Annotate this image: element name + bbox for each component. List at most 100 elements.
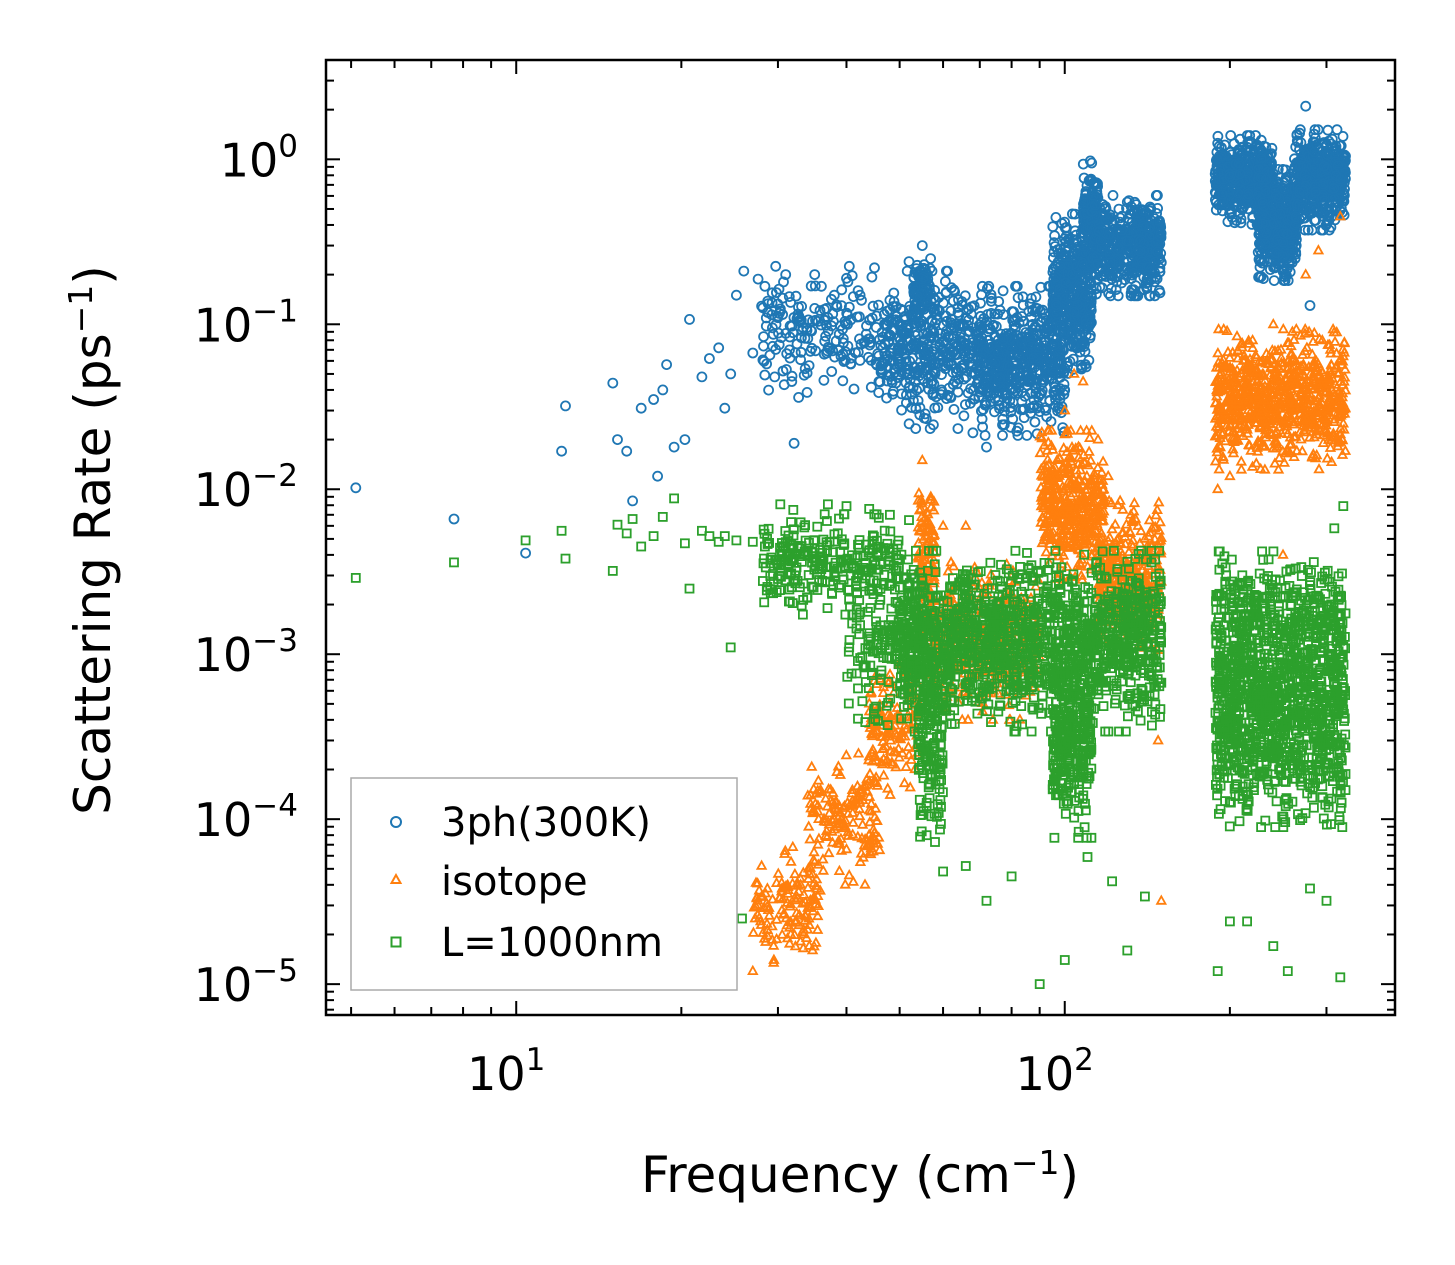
data-point [949,376,961,388]
data-point [864,314,875,326]
data-point [843,260,855,272]
data-point [837,333,849,345]
data-point [777,292,789,304]
data-point [657,384,669,396]
data-point [790,290,802,302]
data-point [975,352,987,364]
data-point [987,320,999,332]
data-point [918,271,929,283]
data-point [976,323,988,335]
data-point [1029,416,1041,428]
data-point [964,357,976,369]
points-layer [350,100,1352,989]
data-point [805,280,817,292]
data-point [885,330,897,342]
data-point [788,437,800,449]
data-point [1035,281,1047,293]
data-point [843,301,855,313]
data-point [980,399,992,411]
data-point [891,310,903,322]
data-point [897,305,909,317]
data-point [978,379,990,391]
data-point [1025,311,1037,323]
data-point [854,311,865,323]
data-point [958,318,969,330]
data-point [995,382,1006,394]
data-point [747,347,759,359]
data-point [914,402,926,414]
data-point [830,335,842,347]
data-point [826,320,837,332]
data-point [831,299,842,311]
data-point [958,347,970,359]
data-point [668,441,680,453]
data-point [934,349,946,360]
data-point [997,334,1009,346]
data-point [913,302,925,314]
data-point [635,402,647,414]
data-point [770,343,782,355]
data-point [758,355,770,367]
data-point [974,321,986,333]
data-point [954,331,966,343]
data-point [968,367,980,379]
data-point [997,413,1009,425]
data-point [997,429,1008,441]
data-point [759,369,771,381]
data-point [876,367,888,378]
data-point [1050,393,1061,405]
data-point [783,291,795,303]
data-point [892,353,904,365]
data-point [1050,211,1062,223]
data-point [859,335,871,347]
data-point [793,301,804,313]
data-point [1026,368,1038,380]
data-point [818,314,830,326]
data-point [962,319,974,331]
data-point [1017,315,1029,327]
data-point [621,445,633,457]
data-point [762,295,774,307]
data-point [869,262,880,274]
data-point [925,253,936,265]
data-point [448,513,460,525]
data-point [1049,230,1060,242]
data-point [925,358,937,370]
data-point [773,327,784,339]
data-point [908,303,920,314]
data-point [809,269,821,281]
data-point [867,300,879,312]
data-point [801,322,812,334]
data-point [910,376,921,388]
data-point [761,358,772,370]
data-point [1030,291,1042,303]
data-point [904,374,916,386]
data-point [937,343,948,354]
data-point [936,386,948,398]
data-point [852,346,864,358]
data-point [956,296,968,308]
data-point [836,284,848,296]
data-point [916,240,928,252]
data-point [924,423,936,435]
data-point [940,329,952,341]
data-point [983,280,995,292]
data-point [784,344,795,356]
data-point [919,408,931,420]
data-point [1044,353,1056,365]
data-point [1304,300,1316,311]
data-point [992,347,1004,359]
data-point [918,412,930,424]
data-point [766,309,778,321]
data-point [822,345,833,357]
data-point [1048,386,1060,398]
data-point [738,265,750,277]
data-point [897,345,909,357]
data-point [767,328,779,340]
data-point [767,322,778,334]
data-point [725,368,737,380]
data-point [950,362,962,374]
data-point [960,399,971,411]
data-point [948,284,960,296]
data-point [809,302,821,314]
